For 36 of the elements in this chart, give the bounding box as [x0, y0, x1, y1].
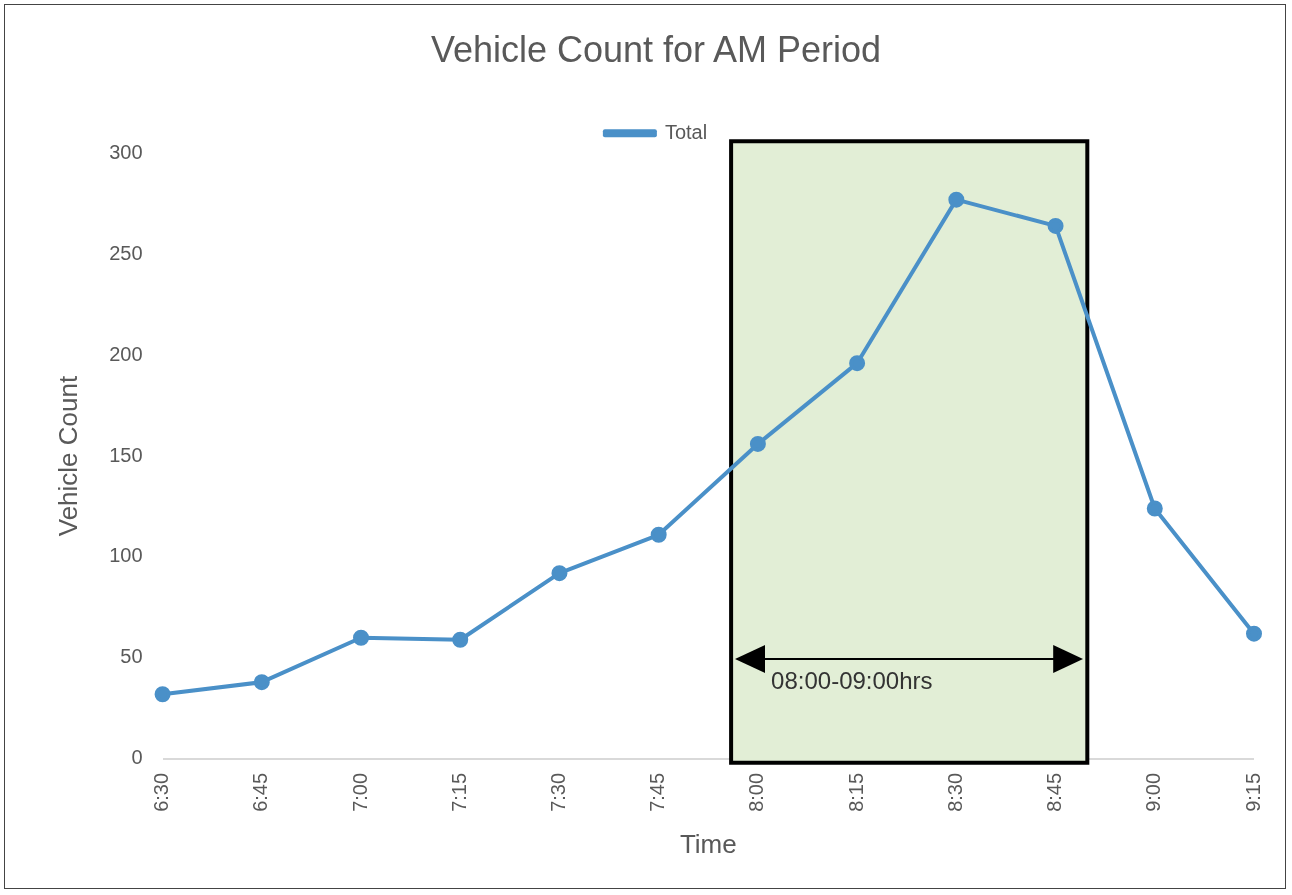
y-tick-label: 100: [109, 544, 143, 567]
point: [749, 435, 766, 452]
point: [253, 674, 270, 691]
legend-label: Total: [664, 120, 708, 143]
x-tick-label: 8:45: [1043, 772, 1066, 812]
x-tick-label: 7:30: [546, 772, 569, 812]
point: [650, 526, 667, 543]
x-tick-label: 7:45: [646, 772, 669, 812]
point: [849, 355, 866, 372]
point: [154, 686, 171, 703]
x-tick-label: 6:30: [150, 772, 173, 812]
y-tick-label: 250: [109, 241, 143, 264]
point: [948, 191, 965, 208]
x-tick-label: 7:00: [348, 772, 371, 812]
point: [1246, 625, 1262, 642]
x-tick-label: 9:15: [1241, 772, 1264, 812]
point: [1146, 500, 1163, 517]
x-axis-title: Time: [679, 828, 737, 859]
y-tick-label: 150: [109, 443, 143, 466]
y-tick-label: 0: [131, 746, 143, 769]
x-tick-label: 6:45: [249, 772, 272, 812]
band-label: 08:00-09:00hrs: [771, 667, 933, 695]
y-tick-label: 300: [109, 140, 143, 163]
y-tick-label: 50: [120, 645, 143, 668]
x-tick-label: 9:00: [1142, 772, 1165, 812]
y-tick-label: 200: [109, 342, 143, 365]
point: [353, 629, 370, 646]
x-tick-label: 8:30: [943, 772, 966, 812]
y-axis-title: Vehicle Count: [52, 375, 83, 537]
x-tick-label: 7:15: [447, 772, 470, 812]
x-tick-label: 8:00: [745, 772, 768, 812]
point: [551, 565, 568, 582]
chart-title: Vehicle Count for AM Period: [430, 28, 882, 70]
x-tick-label: 8:15: [844, 772, 867, 812]
point: [452, 631, 469, 648]
point: [1047, 217, 1064, 234]
